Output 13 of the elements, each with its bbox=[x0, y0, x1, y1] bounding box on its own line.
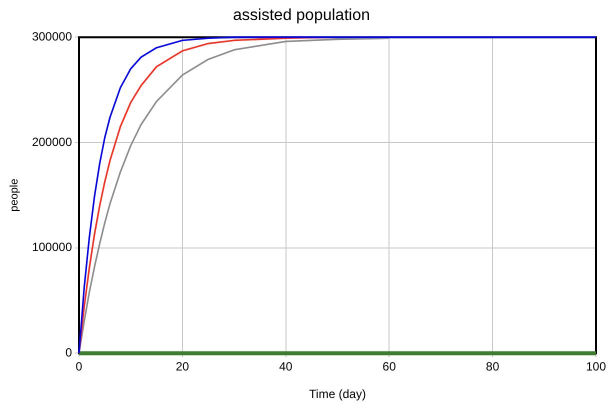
y-axis-title: people bbox=[8, 178, 21, 212]
x-tick-label: 100 bbox=[586, 360, 606, 374]
y-tick-label: 100000 bbox=[32, 240, 72, 254]
y-tick-label: 0 bbox=[65, 346, 72, 360]
x-tick-label: 60 bbox=[382, 360, 396, 374]
chart-title: assisted population bbox=[233, 7, 370, 24]
x-tick-label: 20 bbox=[176, 360, 190, 374]
x-axis-title: Time (day) bbox=[309, 387, 366, 402]
y-tick-label: 300000 bbox=[32, 30, 72, 44]
y-tick-label: 200000 bbox=[32, 134, 72, 149]
x-tick-label: 80 bbox=[486, 360, 500, 374]
x-tick-label: 40 bbox=[279, 360, 293, 374]
x-tick-label: 0 bbox=[76, 360, 83, 374]
